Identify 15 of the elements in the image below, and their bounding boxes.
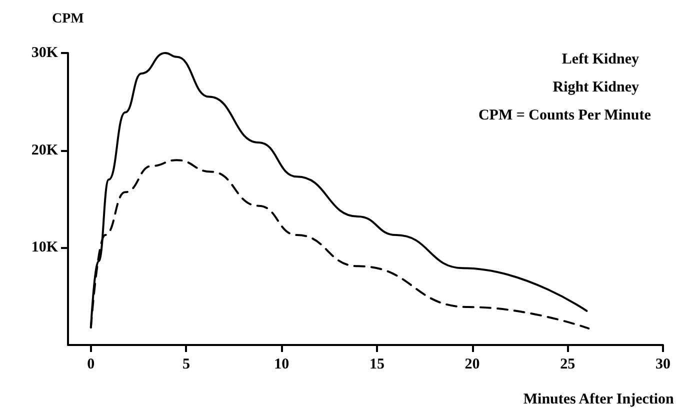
x-tick-label: 0 bbox=[87, 356, 95, 372]
y-tick-label: 20K bbox=[31, 142, 58, 158]
x-tick-label: 5 bbox=[182, 356, 190, 372]
x-tick-label: 25 bbox=[560, 356, 576, 372]
x-axis-title: Minutes After Injection bbox=[523, 392, 675, 408]
annotation: CPM = Counts Per Minute bbox=[478, 108, 652, 124]
x-tick-label: 30 bbox=[656, 356, 670, 372]
y-tick-label: 30K bbox=[31, 45, 58, 61]
annotation: Right Kidney bbox=[552, 80, 640, 96]
x-tick-label: 15 bbox=[369, 356, 384, 372]
x-tick-label: 20 bbox=[464, 356, 480, 372]
annotation: Left Kidney bbox=[562, 52, 640, 68]
y-tick-label: 10K bbox=[31, 240, 58, 256]
x-tick-label: 10 bbox=[274, 356, 290, 372]
y-axis-title: CPM bbox=[52, 12, 84, 26]
